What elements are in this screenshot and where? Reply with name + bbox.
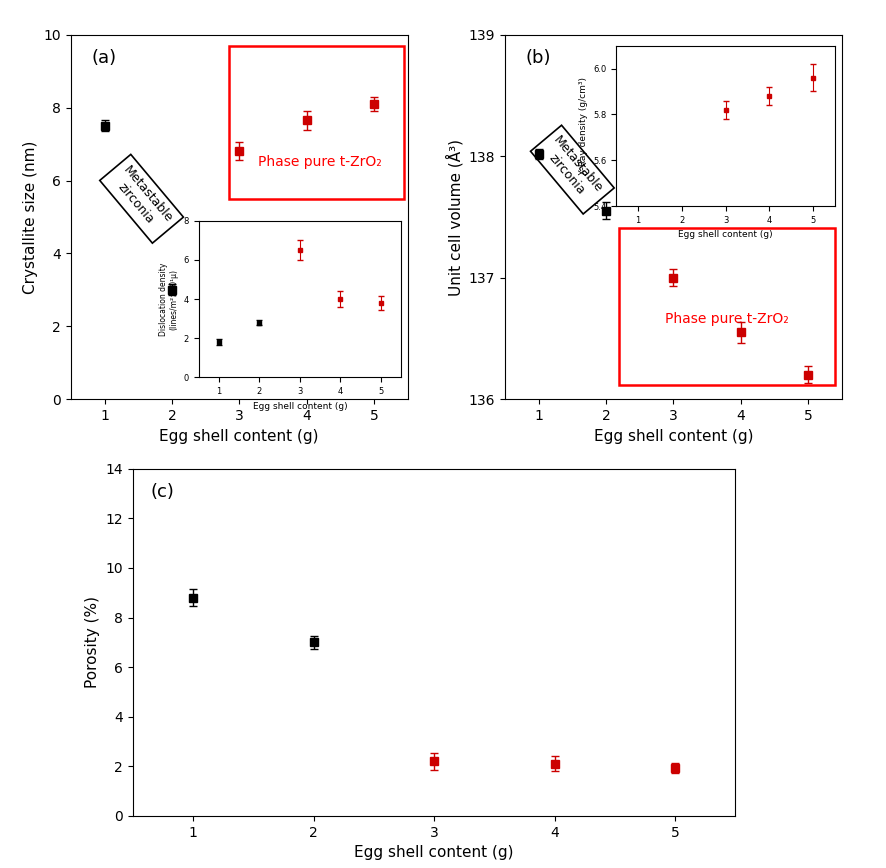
- Text: (c): (c): [151, 483, 175, 501]
- Text: Metastable
zirconia: Metastable zirconia: [540, 134, 605, 205]
- Text: Phase pure t-ZrO₂: Phase pure t-ZrO₂: [258, 155, 382, 169]
- X-axis label: Egg shell content (g): Egg shell content (g): [159, 429, 319, 444]
- Y-axis label: Unit cell volume (Å³): Unit cell volume (Å³): [446, 139, 463, 295]
- X-axis label: Egg shell content (g): Egg shell content (g): [354, 845, 514, 860]
- X-axis label: Egg shell content (g): Egg shell content (g): [594, 429, 753, 444]
- Text: (b): (b): [525, 49, 551, 68]
- Y-axis label: Porosity (%): Porosity (%): [85, 596, 100, 688]
- Text: Metastable
zirconia: Metastable zirconia: [109, 163, 175, 234]
- Text: (a): (a): [91, 49, 116, 68]
- Y-axis label: Crystallite size (nm): Crystallite size (nm): [23, 141, 38, 293]
- Text: Phase pure t-ZrO₂: Phase pure t-ZrO₂: [665, 312, 789, 326]
